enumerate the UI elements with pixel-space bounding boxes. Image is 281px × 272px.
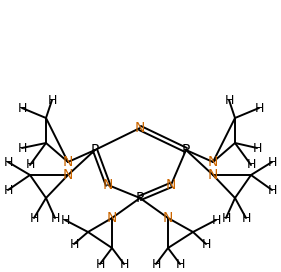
Text: N: N (208, 168, 218, 182)
Text: H: H (241, 212, 251, 224)
Text: H: H (50, 212, 60, 224)
Text: H: H (3, 184, 13, 196)
Text: H: H (252, 141, 262, 154)
Text: N: N (163, 211, 173, 225)
Text: H: H (151, 258, 161, 270)
Text: H: H (267, 184, 277, 196)
Text: H: H (3, 156, 13, 168)
Text: H: H (175, 258, 185, 270)
Text: P: P (91, 143, 99, 157)
Text: N: N (166, 178, 176, 192)
Text: H: H (246, 159, 256, 172)
Text: P: P (182, 143, 190, 157)
Text: H: H (254, 101, 264, 115)
Text: H: H (267, 156, 277, 168)
Text: H: H (221, 212, 231, 224)
Text: P: P (136, 191, 144, 205)
Text: H: H (95, 258, 105, 270)
Text: H: H (25, 159, 35, 172)
Text: H: H (60, 214, 70, 227)
Text: N: N (63, 155, 73, 169)
Text: H: H (47, 94, 57, 107)
Text: N: N (63, 168, 73, 182)
Text: H: H (17, 101, 27, 115)
Text: N: N (208, 155, 218, 169)
Text: H: H (211, 214, 221, 227)
Text: H: H (119, 258, 129, 270)
Text: N: N (107, 211, 117, 225)
Text: N: N (135, 121, 145, 135)
Text: H: H (224, 94, 234, 107)
Text: N: N (103, 178, 113, 192)
Text: H: H (201, 237, 211, 251)
Text: H: H (69, 237, 79, 251)
Text: H: H (17, 141, 27, 154)
Text: H: H (29, 212, 39, 224)
